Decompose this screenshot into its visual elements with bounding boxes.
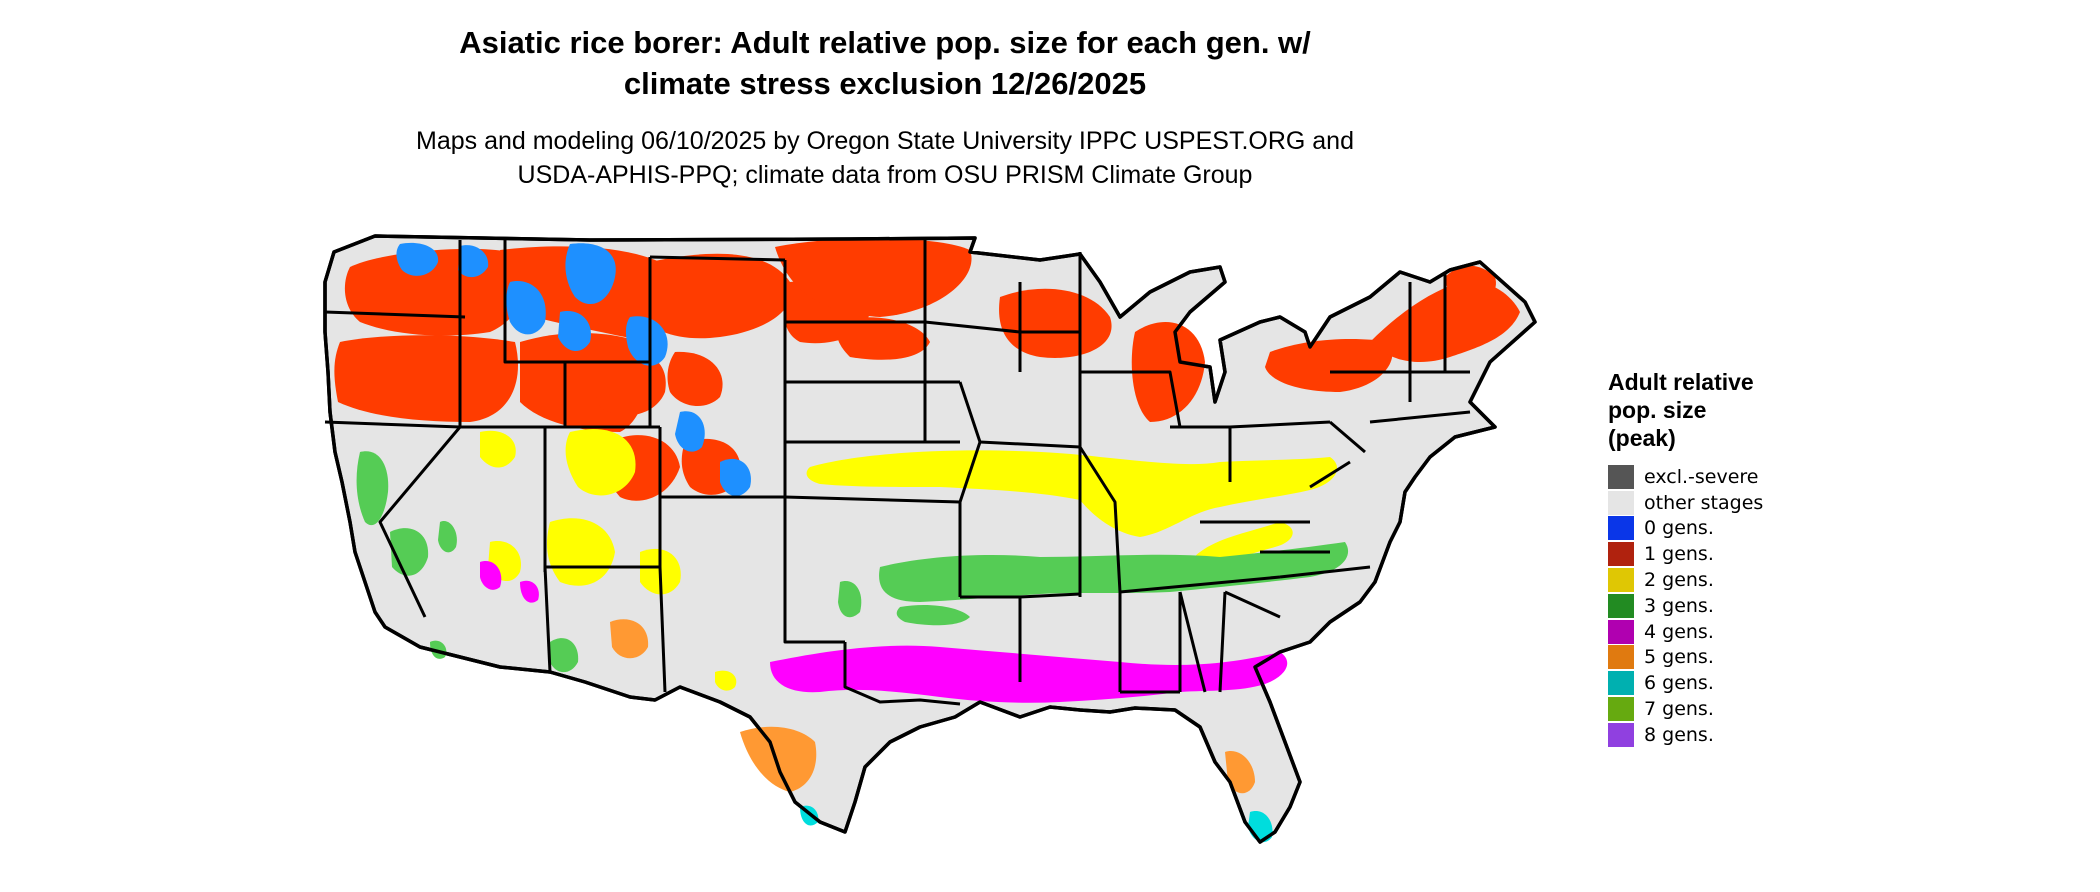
legend-item: 7 gens. [1608,696,1848,722]
legend-swatch [1608,568,1634,593]
legend-label: 3 gens. [1644,594,1714,617]
legend-swatch [1608,645,1634,670]
legend-swatch [1608,516,1634,541]
legend-item: excl.-severe [1608,464,1848,490]
map-title-line1: Asiatic rice borer: Adult relative pop. … [459,25,1311,60]
legend-item: 2 gens. [1608,567,1848,593]
zone-5-gens [610,619,1255,794]
us-map [323,234,1537,844]
map-subtitle-line2: USDA-APHIS-PPQ; climate data from OSU PR… [517,161,1253,189]
zone-3-gens [356,451,1349,673]
legend-label: 0 gens. [1644,517,1714,540]
zone-0-gens [396,242,751,497]
legend-label: 5 gens. [1644,646,1714,669]
legend-swatch [1608,593,1634,618]
legend-label: excl.-severe [1644,465,1759,488]
legend-swatch [1608,542,1634,567]
legend-item: 6 gens. [1608,670,1848,696]
legend-title-line3: (peak) [1608,425,1676,451]
legend-label: 4 gens. [1644,620,1714,643]
legend-swatch [1608,490,1634,515]
legend-label: 6 gens. [1644,672,1714,695]
legend-label: 1 gens. [1644,543,1714,566]
zone-2-gens [480,428,1338,691]
state-borders [324,238,1471,706]
legend-item: 4 gens. [1608,619,1848,645]
us-outline [323,234,1537,844]
legend-items: excl.-severe other stages 0 gens. 1 gens. 2 … [1608,464,1848,748]
legend-title: Adult relative pop. size (peak) [1608,368,1848,452]
legend-title-line2: pop. size [1608,397,1707,423]
map-legend: Adult relative pop. size (peak) excl.-se… [1608,368,1848,748]
legend-label: 7 gens. [1644,698,1714,721]
map-title-line2: climate stress exclusion 12/26/2025 [623,66,1147,101]
legend-label: 2 gens. [1644,569,1714,592]
legend-swatch [1608,722,1634,747]
legend-item: 5 gens. [1608,645,1848,671]
legend-item: 1 gens. [1608,541,1848,567]
legend-item: 8 gens. [1608,722,1848,748]
map-title: Asiatic rice borer: Adult relative pop. … [340,22,1430,104]
legend-label: 8 gens. [1644,723,1714,746]
legend-swatch [1608,671,1634,696]
legend-swatch [1608,619,1634,644]
legend-swatch [1608,464,1634,489]
zone-4-gens [480,561,1288,703]
legend-title-line1: Adult relative [1608,369,1754,395]
legend-item: 3 gens. [1608,593,1848,619]
map-subtitle: Maps and modeling 06/10/2025 by Oregon S… [340,124,1430,192]
legend-item: 0 gens. [1608,516,1848,542]
legend-item: other stages [1608,490,1848,516]
zone-6-gens [800,805,1273,843]
legend-swatch [1608,697,1634,722]
legend-label: other stages [1644,491,1764,514]
map-subtitle-line1: Maps and modeling 06/10/2025 by Oregon S… [416,127,1354,155]
